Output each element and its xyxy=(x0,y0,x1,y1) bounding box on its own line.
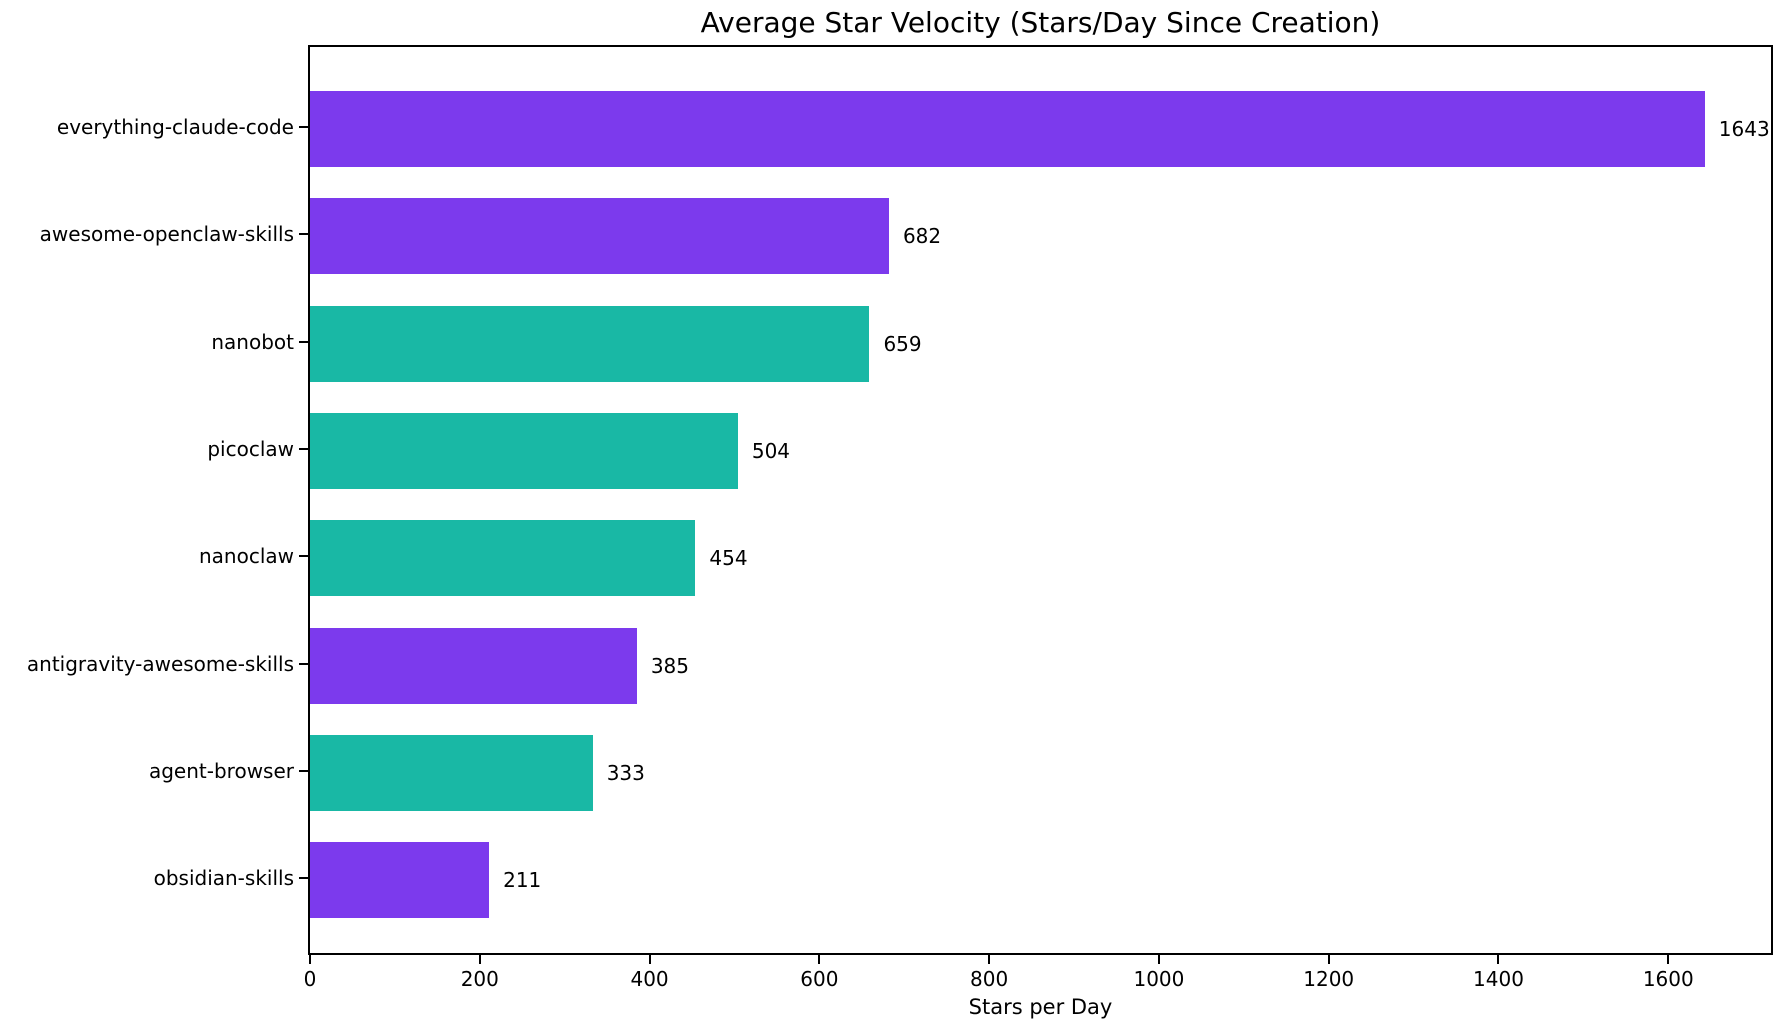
bar-awesome-openclaw-skills xyxy=(310,198,889,275)
y-tick-mark xyxy=(299,340,308,343)
x-tick-mark xyxy=(309,955,311,964)
bar-nanoclaw xyxy=(310,520,696,597)
y-axis-label: awesome-openclaw-skills xyxy=(39,222,294,247)
x-tick-label: 600 xyxy=(800,967,839,991)
bar-value-label: 211 xyxy=(503,868,542,893)
y-tick-mark xyxy=(299,662,308,665)
x-tick-mark xyxy=(648,955,651,964)
y-axis-label: agent-browser xyxy=(148,758,294,783)
y-tick-mark xyxy=(299,555,308,558)
y-axis-label: obsidian-skills xyxy=(153,866,294,891)
bar-everything-claude-code xyxy=(310,91,1705,167)
x-tick-mark xyxy=(818,955,821,964)
x-tick-label: 1400 xyxy=(1473,967,1524,991)
bar-picoclaw xyxy=(310,412,738,489)
bar-value-label: 682 xyxy=(902,224,942,249)
bar-nanobot xyxy=(310,305,870,382)
bar-obsidian-skills xyxy=(310,842,490,919)
x-tick-label: 1600 xyxy=(1642,967,1694,991)
x-tick-mark xyxy=(988,955,991,964)
y-axis-label: nanoclaw xyxy=(198,544,294,569)
bar-agent-browser xyxy=(310,734,593,811)
x-tick-mark xyxy=(1157,955,1160,964)
bar-value-label: 659 xyxy=(883,331,922,356)
plot-area: 1643 682 659 504 454 385 333 211 xyxy=(308,45,1773,955)
y-axis-label: nanobot xyxy=(211,329,294,354)
x-tick-label: 200 xyxy=(460,967,499,991)
x-tick-label: 800 xyxy=(970,967,1009,991)
y-tick-mark xyxy=(299,769,308,772)
y-axis-label: everything-claude-code xyxy=(56,115,294,139)
bar-value-label: 385 xyxy=(650,653,690,678)
x-tick-mark xyxy=(1667,955,1670,964)
x-tick-mark xyxy=(1497,955,1500,964)
bar-value-label: 454 xyxy=(709,546,748,571)
y-axis-label: antigravity-awesome-skills xyxy=(26,651,294,676)
x-tick-mark xyxy=(478,955,481,964)
x-tick-label: 400 xyxy=(630,967,669,991)
bar-value-label: 333 xyxy=(606,760,645,785)
y-tick-mark xyxy=(299,233,308,236)
chart-title: Average Star Velocity (Stars/Day Since C… xyxy=(700,6,1381,39)
bar-antigravity-awesome-skills xyxy=(310,627,637,704)
x-tick-label: 1200 xyxy=(1303,967,1355,991)
x-tick-label: 0 xyxy=(303,967,317,991)
y-tick-mark xyxy=(299,447,308,450)
x-tick-mark xyxy=(1327,955,1330,964)
y-axis-label: picoclaw xyxy=(207,436,294,461)
bar-value-label: 1643 xyxy=(1718,117,1770,141)
x-axis-title: Stars per Day xyxy=(968,995,1113,1019)
bar-value-label: 504 xyxy=(751,438,791,463)
y-tick-mark xyxy=(299,126,308,128)
y-tick-mark xyxy=(299,877,308,880)
x-tick-label: 1000 xyxy=(1133,967,1185,991)
